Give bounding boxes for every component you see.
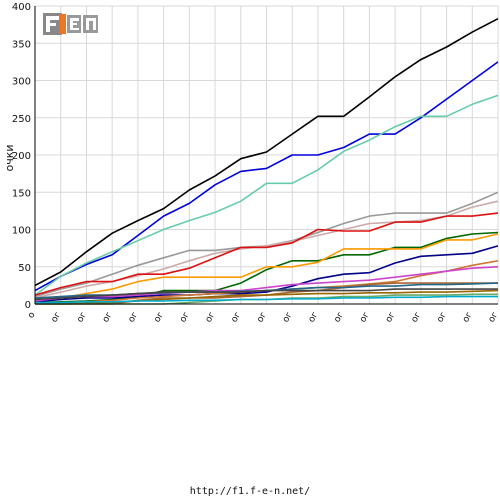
x-tick-label: ог [307,310,321,324]
y-tick-label: 50 [18,263,31,274]
y-tick-label: 350 [12,39,31,50]
axes [34,6,498,305]
series-line-2 [34,61,499,292]
x-tick-label: ог [152,310,166,324]
series-line-16 [35,295,498,304]
x-tick-label: ог [487,310,500,324]
x-tick-labels: оогогогогогогогогогогогогогогогогогогог [26,310,500,324]
grid [34,5,499,305]
x-tick-label: ог [384,310,398,324]
y-tick-label: 200 [12,151,31,162]
x-tick-label: ог [410,310,424,324]
f1en-logo [43,11,99,37]
y-tick-label: 100 [12,226,31,237]
series-line-11 [34,266,499,302]
x-tick-label: ог [435,310,449,324]
y-tick-label: 250 [12,114,31,125]
x-tick-label: ог [255,310,269,324]
x-tick-label: ог [230,310,244,324]
x-tick-label: ог [358,310,372,324]
x-tick-label: ог [332,310,346,324]
y-tick-label: 300 [12,77,31,88]
x-tick-label: ог [178,310,192,324]
y-tick-label: 150 [12,188,31,199]
x-tick-label: ог [461,310,475,324]
x-tick-label: ог [101,310,115,324]
y-axis-label: очки [3,144,16,171]
x-tick-label: о [26,310,38,320]
y-tick-label: 400 [12,2,31,13]
series-line-6 [34,212,499,296]
x-tick-label: ог [281,310,295,324]
series-line-17 [34,288,498,301]
series-line-3 [34,94,499,296]
series-lines [34,17,499,305]
footer-url: http://f1.f-e-n.net/ [189,486,311,497]
x-tick-label: ог [50,310,64,324]
series-line-8 [34,233,499,302]
x-tick-label: ог [75,310,89,324]
x-tick-label: ог [127,310,141,324]
series-line-1 [34,17,499,287]
x-tick-label: ог [204,310,218,324]
y-tick-label: 0 [25,300,31,311]
series-line-9 [34,245,499,303]
y-tick-labels: 0 50 100 150 200 250 300 350 400 [12,2,31,311]
